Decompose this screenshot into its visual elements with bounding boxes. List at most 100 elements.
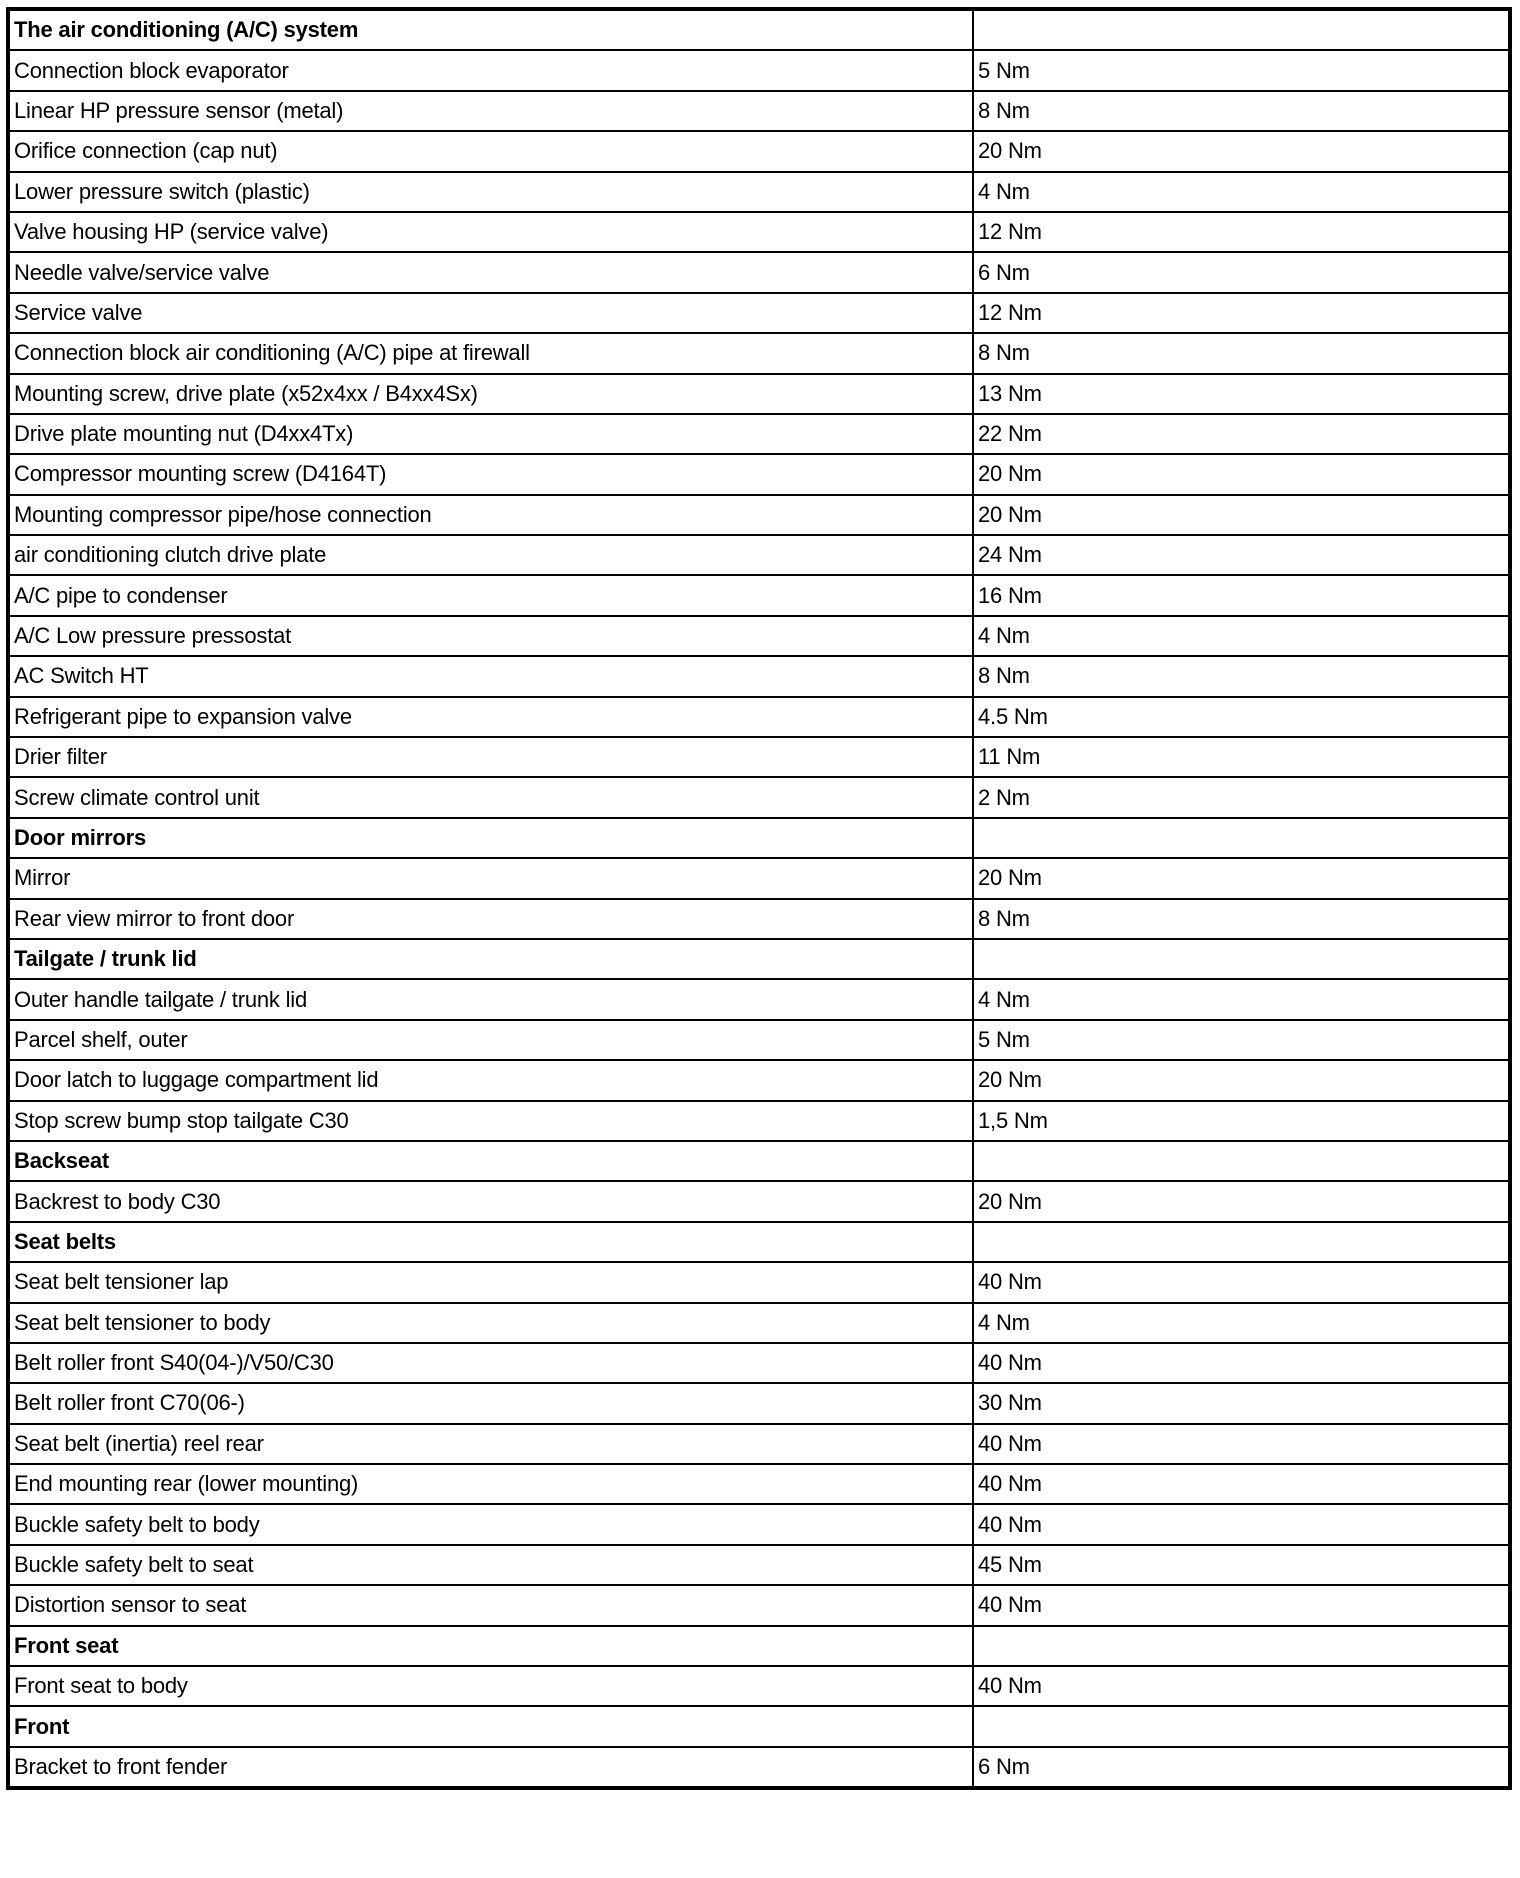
component-cell: Backrest to body C30 [7,1180,974,1223]
table-row: Parcel shelf, outer 5 Nm [7,1018,1511,1062]
component-cell: Connection block evaporator [7,49,974,92]
torque-value-cell: 2 Nm [972,776,1511,819]
torque-value-cell: 20 Nm [972,493,1511,537]
component-cell: Distortion sensor to seat [7,1584,974,1627]
section-title: Front [7,1705,974,1748]
torque-table-body: The air conditioning (A/C) system Connect… [7,7,1511,1790]
torque-value-cell [972,1220,1511,1264]
table-row: Mounting screw, drive plate (x52x4xx / B… [7,372,1511,415]
torque-value-cell [972,816,1511,860]
table-row: Front seat to body 40 Nm [7,1665,1511,1708]
component-cell: Front seat to body [7,1665,974,1708]
torque-value-cell: 12 Nm [972,291,1511,335]
component-cell: Refrigerant pipe to expansion valve [7,695,974,739]
table-row: Connection block air conditioning (A/C) … [7,332,1511,375]
table-row: Seat belt (inertia) reel rear 40 Nm [7,1422,1511,1466]
component-cell: A/C Low pressure pressostat [7,614,974,658]
table-row: Refrigerant pipe to expansion valve 4.5 N… [7,695,1511,739]
table-row: Bracket to front fender 6 Nm [7,1745,1511,1790]
torque-value-cell: 8 Nm [972,655,1511,698]
component-cell: End mounting rear (lower mounting) [7,1463,974,1506]
torque-value-cell: 40 Nm [972,1341,1511,1385]
component-cell: Compressor mounting screw (D4164T) [7,453,974,496]
torque-value-cell: 22 Nm [972,412,1511,456]
table-row: Belt roller front S40(04-)/V50/C30 40 Nm [7,1341,1511,1385]
component-cell: Seat belt (inertia) reel rear [7,1422,974,1466]
component-cell: Rear view mirror to front door [7,897,974,940]
torque-value-cell: 40 Nm [972,1584,1511,1627]
component-cell: Drier filter [7,736,974,779]
table-row: Linear HP pressure sensor (metal) 8 Nm [7,89,1511,133]
component-cell: Service valve [7,291,974,335]
table-row: Valve housing HP (service valve) 12 Nm [7,210,1511,254]
component-cell: Seat belt tensioner to body [7,1301,974,1344]
torque-value-cell: 4 Nm [972,978,1511,1021]
torque-value-cell: 4 Nm [972,170,1511,213]
table-row: Connection block evaporator 5 Nm [7,49,1511,92]
table-row: Drive plate mounting nut (D4xx4Tx) 22 Nm [7,412,1511,456]
torque-value-cell: 11 Nm [972,736,1511,779]
table-row: Mirror 20 Nm [7,857,1511,900]
component-cell: Valve housing HP (service valve) [7,210,974,254]
component-cell: Mounting compressor pipe/hose connection [7,493,974,537]
table-row: End mounting rear (lower mounting) 40 Nm [7,1463,1511,1506]
torque-value-cell: 20 Nm [972,130,1511,173]
torque-table: The air conditioning (A/C) system Connect… [6,7,1512,1791]
table-row: Compressor mounting screw (D4164T) 20 Nm [7,453,1511,496]
table-row: Belt roller front C70(06-) 30 Nm [7,1382,1511,1425]
table-row: Lower pressure switch (plastic) 4 Nm [7,170,1511,213]
torque-value-cell: 40 Nm [972,1665,1511,1708]
torque-value-cell: 1,5 Nm [972,1099,1511,1142]
section-title: Front seat [7,1624,974,1668]
table-row: A/C Low pressure pressostat 4 Nm [7,614,1511,658]
torque-value-cell: 20 Nm [972,1059,1511,1102]
table-row: air conditioning clutch drive plate 24 Nm [7,534,1511,577]
torque-value-cell: 24 Nm [972,534,1511,577]
torque-value-cell: 6 Nm [972,1745,1511,1790]
component-cell: Screw climate control unit [7,776,974,819]
table-row: Needle valve/service valve 6 Nm [7,251,1511,294]
torque-value-cell: 6 Nm [972,251,1511,294]
torque-value-cell: 8 Nm [972,89,1511,133]
table-row: Mounting compressor pipe/hose connection… [7,493,1511,537]
section-title: Tailgate / trunk lid [7,937,974,981]
torque-value-cell: 40 Nm [972,1503,1511,1546]
section-header-row: Backseat [7,1139,1511,1183]
component-cell: Mounting screw, drive plate (x52x4xx / B… [7,372,974,415]
table-row: Drier filter 11 Nm [7,736,1511,779]
component-cell: AC Switch HT [7,655,974,698]
torque-value-cell: 30 Nm [972,1382,1511,1425]
table-row: Screw climate control unit 2 Nm [7,776,1511,819]
torque-value-cell: 12 Nm [972,210,1511,254]
table-row: Distortion sensor to seat 40 Nm [7,1584,1511,1627]
section-title: Backseat [7,1139,974,1183]
torque-value-cell: 8 Nm [972,897,1511,940]
component-cell: Seat belt tensioner lap [7,1261,974,1304]
component-cell: air conditioning clutch drive plate [7,534,974,577]
component-cell: Belt roller front S40(04-)/V50/C30 [7,1341,974,1385]
component-cell: Outer handle tailgate / trunk lid [7,978,974,1021]
component-cell: Buckle safety belt to seat [7,1543,974,1587]
torque-value-cell: 8 Nm [972,332,1511,375]
torque-value-cell: 13 Nm [972,372,1511,415]
component-cell: Belt roller front C70(06-) [7,1382,974,1425]
component-cell: Lower pressure switch (plastic) [7,170,974,213]
table-row: Door latch to luggage compartment lid 20 … [7,1059,1511,1102]
section-header-row: Tailgate / trunk lid [7,937,1511,981]
torque-value-cell: 5 Nm [972,49,1511,92]
torque-value-cell [972,937,1511,981]
component-cell: Buckle safety belt to body [7,1503,974,1546]
table-row: Backrest to body C30 20 Nm [7,1180,1511,1223]
torque-value-cell: 20 Nm [972,857,1511,900]
torque-value-cell [972,1705,1511,1748]
section-title: Door mirrors [7,816,974,860]
component-cell: Stop screw bump stop tailgate C30 [7,1099,974,1142]
section-header-row: Front [7,1705,1511,1748]
torque-value-cell: 40 Nm [972,1463,1511,1506]
component-cell: Linear HP pressure sensor (metal) [7,89,974,133]
table-row: Seat belt tensioner to body 4 Nm [7,1301,1511,1344]
section-title: Seat belts [7,1220,974,1264]
section-header-row: Door mirrors [7,816,1511,860]
table-row: Service valve 12 Nm [7,291,1511,335]
table-row: Rear view mirror to front door 8 Nm [7,897,1511,940]
